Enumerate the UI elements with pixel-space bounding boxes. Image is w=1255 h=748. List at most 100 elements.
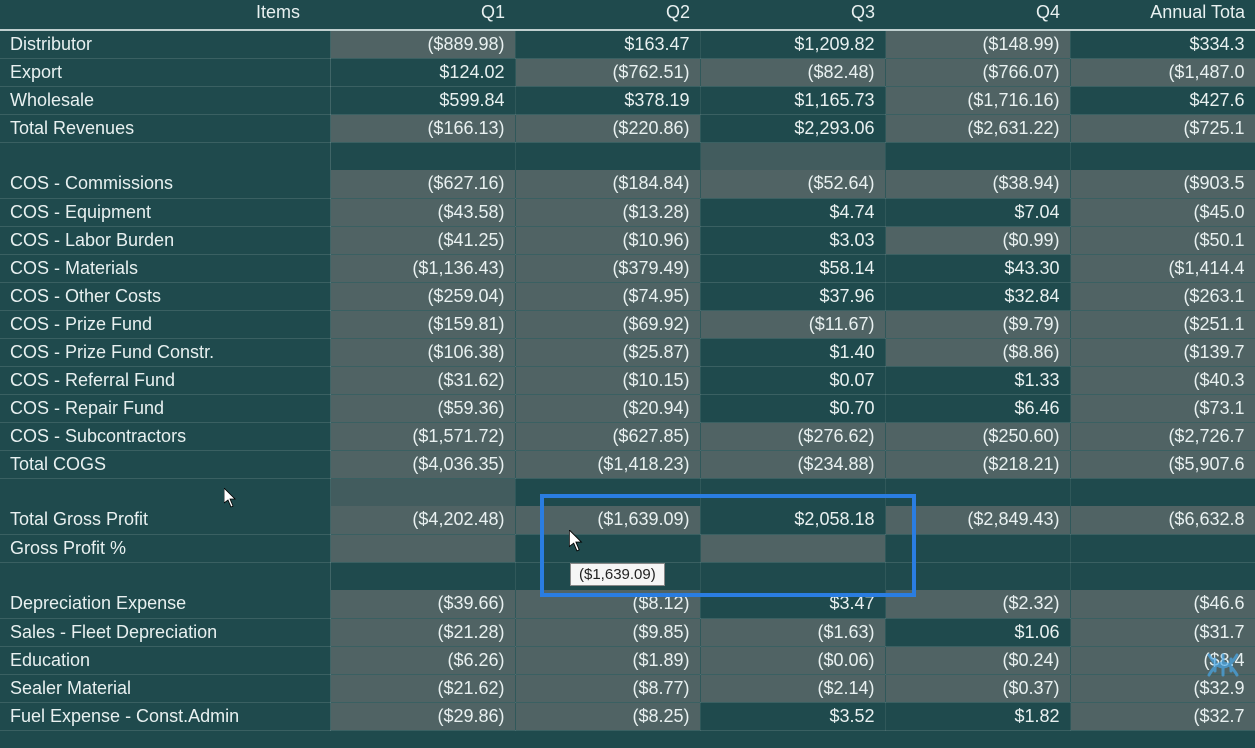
value-cell[interactable]: ($4,202.48)	[330, 506, 515, 534]
value-cell[interactable]: ($9.85)	[515, 618, 700, 646]
value-cell[interactable]: ($1,639.09)	[515, 506, 700, 534]
value-cell[interactable]: ($889.98)	[330, 30, 515, 58]
value-cell[interactable]: ($8.12)	[515, 590, 700, 618]
table-row[interactable]: COS - Referral Fund($31.62)($10.15)$0.07…	[0, 366, 1255, 394]
value-cell[interactable]: ($627.85)	[515, 422, 700, 450]
value-cell[interactable]: $427.6	[1070, 86, 1255, 114]
table-row[interactable]: Export$124.02($762.51)($82.48)($766.07)(…	[0, 58, 1255, 86]
table-row[interactable]: COS - Subcontractors($1,571.72)($627.85)…	[0, 422, 1255, 450]
table-row[interactable]: Total COGS($4,036.35)($1,418.23)($234.88…	[0, 450, 1255, 478]
value-cell[interactable]: ($1,414.4	[1070, 254, 1255, 282]
value-cell[interactable]: $0.70	[700, 394, 885, 422]
value-cell[interactable]: ($250.60)	[885, 422, 1070, 450]
value-cell[interactable]: ($903.5	[1070, 170, 1255, 198]
value-cell[interactable]: ($2,849.43)	[885, 506, 1070, 534]
value-cell[interactable]: ($59.36)	[330, 394, 515, 422]
row-label[interactable]: Export	[0, 58, 330, 86]
value-cell[interactable]: $43.30	[885, 254, 1070, 282]
row-label[interactable]: Total Gross Profit	[0, 506, 330, 534]
col-header-annual[interactable]: Annual Tota	[1070, 0, 1255, 30]
value-cell[interactable]: ($20.94)	[515, 394, 700, 422]
col-header-q2[interactable]: Q2	[515, 0, 700, 30]
value-cell[interactable]: $124.02	[330, 58, 515, 86]
value-cell[interactable]: ($276.62)	[700, 422, 885, 450]
value-cell[interactable]: $599.84	[330, 86, 515, 114]
value-cell[interactable]: ($379.49)	[515, 254, 700, 282]
row-label[interactable]: Sealer Material	[0, 674, 330, 702]
value-cell[interactable]: ($1.63)	[700, 618, 885, 646]
value-cell[interactable]: ($69.92)	[515, 310, 700, 338]
value-cell[interactable]: ($766.07)	[885, 58, 1070, 86]
table-row[interactable]: Wholesale$599.84$378.19$1,165.73($1,716.…	[0, 86, 1255, 114]
value-cell[interactable]: ($6,632.8	[1070, 506, 1255, 534]
value-cell[interactable]: ($31.7	[1070, 618, 1255, 646]
col-header-items[interactable]: Items	[0, 0, 330, 30]
value-cell[interactable]: ($9.79)	[885, 310, 1070, 338]
value-cell[interactable]: ($159.81)	[330, 310, 515, 338]
table-row[interactable]: COS - Equipment($43.58)($13.28)$4.74$7.0…	[0, 198, 1255, 226]
table-row[interactable]: Sales - Fleet Depreciation($21.28)($9.85…	[0, 618, 1255, 646]
value-cell[interactable]: $378.19	[515, 86, 700, 114]
value-cell[interactable]: $3.52	[700, 702, 885, 730]
col-header-q4[interactable]: Q4	[885, 0, 1070, 30]
value-cell[interactable]: $2,058.18	[700, 506, 885, 534]
table-row[interactable]: COS - Repair Fund($59.36)($20.94)$0.70$6…	[0, 394, 1255, 422]
table-row[interactable]: COS - Prize Fund Constr.($106.38)($25.87…	[0, 338, 1255, 366]
value-cell[interactable]: ($2,726.7	[1070, 422, 1255, 450]
value-cell[interactable]: $1,209.82	[700, 30, 885, 58]
value-cell[interactable]: ($8.25)	[515, 702, 700, 730]
value-cell[interactable]: ($13.28)	[515, 198, 700, 226]
row-label[interactable]: COS - Prize Fund	[0, 310, 330, 338]
financial-table[interactable]: Items Q1 Q2 Q3 Q4 Annual Tota Distributo…	[0, 0, 1255, 731]
value-cell[interactable]: ($73.1	[1070, 394, 1255, 422]
value-cell[interactable]: ($220.86)	[515, 114, 700, 142]
value-cell[interactable]: $1.40	[700, 338, 885, 366]
value-cell[interactable]	[700, 534, 885, 562]
value-cell[interactable]: $3.03	[700, 226, 885, 254]
table-row[interactable]: COS - Labor Burden($41.25)($10.96)$3.03(…	[0, 226, 1255, 254]
value-cell[interactable]: ($263.1	[1070, 282, 1255, 310]
row-label[interactable]: COS - Commissions	[0, 170, 330, 198]
value-cell[interactable]: ($32.9	[1070, 674, 1255, 702]
value-cell[interactable]: ($234.88)	[700, 450, 885, 478]
value-cell[interactable]: $6.46	[885, 394, 1070, 422]
value-cell[interactable]: ($627.16)	[330, 170, 515, 198]
value-cell[interactable]: $3.47	[700, 590, 885, 618]
table-row[interactable]: Fuel Expense - Const.Admin($29.86)($8.25…	[0, 702, 1255, 730]
row-label[interactable]: Gross Profit %	[0, 534, 330, 562]
value-cell[interactable]: $2,293.06	[700, 114, 885, 142]
table-row[interactable]: Gross Profit %	[0, 534, 1255, 562]
value-cell[interactable]	[330, 534, 515, 562]
row-label[interactable]: Sales - Fleet Depreciation	[0, 618, 330, 646]
row-label[interactable]: COS - Equipment	[0, 198, 330, 226]
row-label[interactable]: Total Revenues	[0, 114, 330, 142]
value-cell[interactable]: $1.06	[885, 618, 1070, 646]
value-cell[interactable]: $37.96	[700, 282, 885, 310]
row-label[interactable]: Wholesale	[0, 86, 330, 114]
value-cell[interactable]: ($74.95)	[515, 282, 700, 310]
row-label[interactable]: Fuel Expense - Const.Admin	[0, 702, 330, 730]
table-row[interactable]	[0, 142, 1255, 170]
value-cell[interactable]: $1,165.73	[700, 86, 885, 114]
table-row[interactable]: COS - Commissions($627.16)($184.84)($52.…	[0, 170, 1255, 198]
table-row[interactable]: COS - Other Costs($259.04)($74.95)$37.96…	[0, 282, 1255, 310]
value-cell[interactable]: ($43.58)	[330, 198, 515, 226]
value-cell[interactable]: ($0.37)	[885, 674, 1070, 702]
value-cell[interactable]: ($148.99)	[885, 30, 1070, 58]
table-row[interactable]: COS - Prize Fund($159.81)($69.92)($11.67…	[0, 310, 1255, 338]
table-row[interactable]: COS - Materials($1,136.43)($379.49)$58.1…	[0, 254, 1255, 282]
value-cell[interactable]: ($10.15)	[515, 366, 700, 394]
value-cell[interactable]: ($39.66)	[330, 590, 515, 618]
row-label[interactable]: COS - Prize Fund Constr.	[0, 338, 330, 366]
value-cell[interactable]: $0.07	[700, 366, 885, 394]
value-cell[interactable]: ($45.0	[1070, 198, 1255, 226]
value-cell[interactable]: ($2.32)	[885, 590, 1070, 618]
value-cell[interactable]: ($106.38)	[330, 338, 515, 366]
col-header-q1[interactable]: Q1	[330, 0, 515, 30]
row-label[interactable]: COS - Referral Fund	[0, 366, 330, 394]
value-cell[interactable]: ($5,907.6	[1070, 450, 1255, 478]
value-cell[interactable]: ($31.62)	[330, 366, 515, 394]
row-label[interactable]: COS - Subcontractors	[0, 422, 330, 450]
value-cell[interactable]: $163.47	[515, 30, 700, 58]
value-cell[interactable]: ($82.48)	[700, 58, 885, 86]
